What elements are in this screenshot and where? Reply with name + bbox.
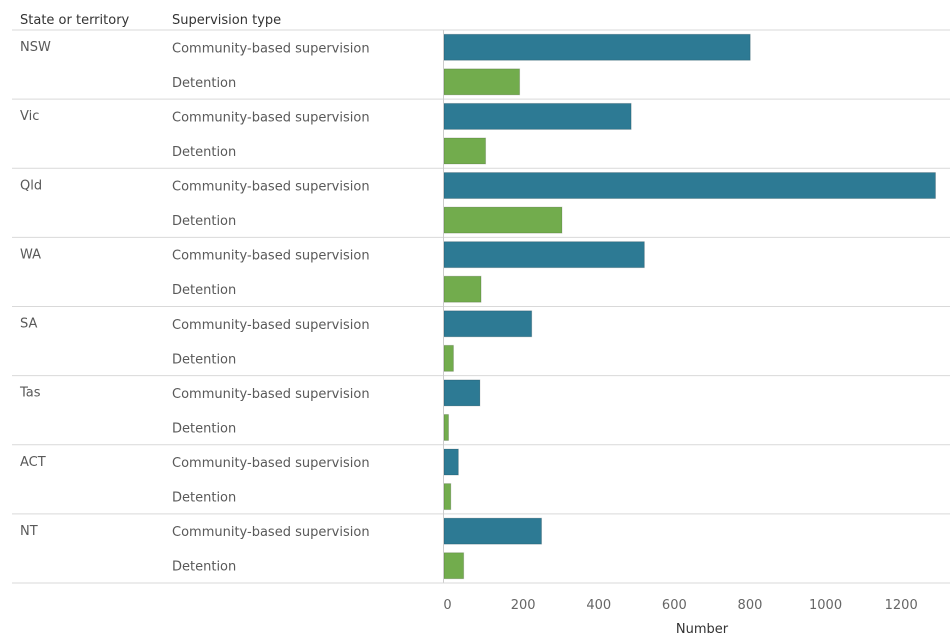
chart-rows: NSW Community-based supervision Detention V… [12, 33, 950, 580]
state-label-nsw: NSW [20, 40, 51, 55]
supervision-type-label-act-community: Community-based supervision [172, 456, 370, 471]
state-label-nt: NT [20, 524, 38, 539]
bar-nt-community [443, 517, 543, 545]
state-label-qld: Qld [20, 178, 42, 193]
bar-sa-community [443, 310, 533, 338]
state-label-wa: WA [20, 247, 41, 262]
bar-vic-detention [443, 137, 487, 165]
column-header-state: State or territory [20, 13, 130, 28]
bar-qld-community [443, 172, 936, 200]
state-label-vic: Vic [20, 109, 39, 124]
bar-nt-detention [443, 552, 465, 580]
bar-tas-community [443, 379, 481, 407]
supervision-type-label-wa-community: Community-based supervision [172, 249, 370, 264]
state-label-sa: SA [20, 317, 37, 332]
bar-wa-detention [443, 275, 482, 303]
bar-vic-community [443, 102, 632, 130]
supervision-type-label-sa-community: Community-based supervision [172, 318, 370, 333]
bar-qld-detention [443, 206, 563, 234]
x-tick-label: 400 [586, 598, 611, 613]
bar-wa-community [443, 241, 645, 269]
supervision-type-label-sa-detention: Detention [172, 352, 236, 367]
supervision-type-label-nsw-community: Community-based supervision [172, 41, 370, 56]
bar-sa-detention [443, 344, 454, 372]
supervision-type-label-wa-detention: Detention [172, 283, 236, 298]
x-tick-label: 1000 [809, 598, 842, 613]
bar-tas-detention [443, 413, 450, 441]
x-axis-title: Number [676, 622, 729, 635]
bar-act-community [443, 448, 459, 476]
supervision-type-label-nsw-detention: Detention [172, 76, 236, 91]
supervision-type-label-nt-detention: Detention [172, 560, 236, 575]
supervision-type-label-vic-detention: Detention [172, 145, 236, 160]
supervision-type-label-vic-community: Community-based supervision [172, 110, 370, 125]
supervision-type-label-nt-community: Community-based supervision [172, 525, 370, 540]
x-tick-label: 600 [662, 598, 687, 613]
supervision-type-label-qld-community: Community-based supervision [172, 180, 370, 195]
column-header-supervision-type: Supervision type [172, 13, 281, 28]
supervision-type-label-act-detention: Detention [172, 491, 236, 506]
bar-nsw-detention [443, 68, 521, 96]
x-tick-label: 0 [443, 598, 451, 613]
supervision-type-label-tas-detention: Detention [172, 421, 236, 436]
x-tick-label: 200 [511, 598, 536, 613]
state-label-act: ACT [20, 455, 46, 470]
x-axis-ticks: 0 200 400 600 800 1000 1200 [443, 598, 917, 613]
x-tick-label: 800 [738, 598, 763, 613]
supervision-type-label-qld-detention: Detention [172, 214, 236, 229]
state-label-tas: Tas [19, 386, 41, 401]
x-tick-label: 1200 [885, 598, 918, 613]
bar-act-detention [443, 483, 452, 511]
bar-nsw-community [443, 33, 751, 61]
supervision-type-label-tas-community: Community-based supervision [172, 387, 370, 402]
